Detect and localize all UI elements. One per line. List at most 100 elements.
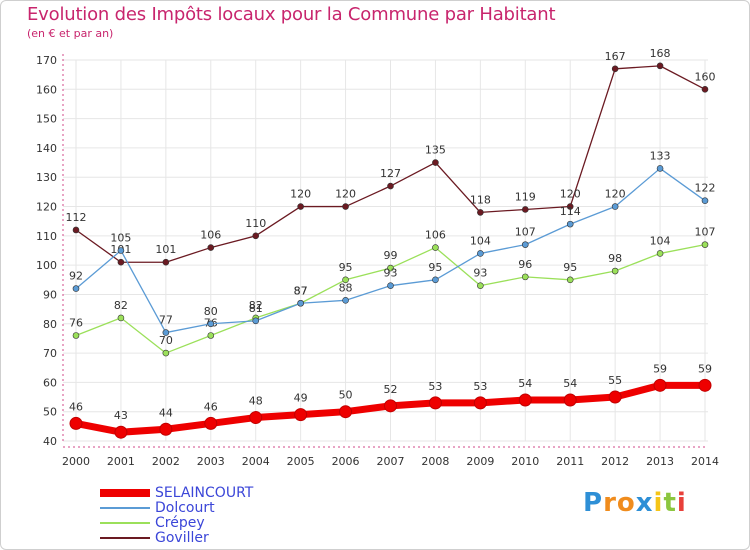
data-point [117,314,125,322]
data-label: 87 [294,284,308,297]
data-point [117,247,125,254]
data-label: 53 [473,380,487,393]
y-tick-label: 90 [43,288,57,301]
y-tick-label: 110 [36,230,57,243]
data-point [72,332,80,339]
y-tick-label: 130 [36,171,57,184]
legend-item: SELAINCOURT [100,485,300,501]
data-point [566,276,574,284]
data-label: 46 [204,400,218,413]
x-tick-label: 2002 [152,455,180,468]
data-point [518,393,532,407]
data-point [114,425,128,439]
x-tick-label: 2014 [691,455,719,468]
data-point [387,182,394,190]
logo-letter: o [616,488,636,518]
logo-letter: i [653,488,664,518]
x-tick-label: 2010 [511,455,539,468]
data-label: 104 [650,234,671,247]
legend-item: Dolcourt [100,500,300,516]
data-point [342,297,349,304]
data-point [473,396,487,410]
data-point [566,220,574,228]
data-point [701,86,709,93]
data-label: 95 [339,261,353,274]
data-label: 122 [695,182,716,195]
data-point [207,332,215,339]
legend-swatch [100,522,150,524]
y-tick-label: 60 [43,376,57,389]
data-label: 119 [515,190,536,203]
data-label: 59 [698,362,712,375]
data-point [294,408,308,422]
data-label: 88 [339,281,353,294]
data-label: 106 [425,229,446,242]
data-point [428,396,442,410]
legend-label: SELAINCOURT [155,485,254,501]
legend-swatch [100,537,150,539]
data-label: 76 [69,316,83,329]
data-point [297,299,304,307]
data-label: 106 [200,229,221,242]
data-point [72,285,80,292]
x-tick-label: 2012 [601,455,629,468]
data-label: 105 [110,232,131,245]
data-label: 167 [605,50,626,63]
chart-subtitle: (en € et par an) [27,27,114,40]
data-label: 120 [605,188,626,201]
data-point [117,258,125,266]
data-point [342,276,349,284]
legend-label: Crépey [155,515,205,531]
legend-item: Goviller [100,530,300,546]
data-point [477,250,484,257]
logo-letter: x [635,488,654,518]
data-label: 53 [428,380,442,393]
x-tick-label: 2000 [62,455,90,468]
data-point [207,244,215,251]
data-label: 120 [290,188,311,201]
data-point [432,244,439,251]
legend-label: Goviller [155,530,209,546]
data-point [611,267,619,275]
data-label: 70 [159,334,173,347]
data-label: 93 [473,267,487,280]
x-tick-label: 2009 [466,455,494,468]
data-label: 54 [563,377,577,390]
x-tick-label: 2004 [242,455,270,468]
data-label: 46 [69,400,83,413]
data-label: 98 [608,252,622,265]
data-point [384,399,397,413]
logo-letter: i [676,488,687,518]
data-point [339,405,353,419]
data-label: 107 [695,226,716,239]
x-tick-label: 2006 [332,455,360,468]
data-point [207,320,215,328]
data-point [656,165,664,172]
data-point [698,378,712,392]
logo-letter: t [663,488,677,518]
data-label: 49 [294,392,308,405]
data-label: 107 [515,226,536,239]
data-point [69,416,83,430]
data-label: 135 [425,144,446,157]
data-label: 50 [339,389,353,402]
data-label: 114 [560,205,581,218]
data-label: 92 [69,270,83,283]
data-label: 59 [653,362,667,375]
x-tick-label: 2013 [646,455,674,468]
y-tick-label: 160 [36,83,57,96]
data-label: 120 [335,188,356,201]
chart-title: Evolution des Impôts locaux pour la Comm… [27,4,556,25]
data-point [608,390,622,404]
data-point [521,273,529,281]
y-tick-label: 150 [36,113,57,126]
data-point [477,282,484,289]
data-label: 52 [384,383,398,396]
logo-letter: P [583,488,604,518]
data-label: 54 [518,377,532,390]
x-tick-label: 2001 [107,455,135,468]
x-tick-label: 2003 [197,455,225,468]
proxiti-logo: Proxiti [583,488,687,518]
